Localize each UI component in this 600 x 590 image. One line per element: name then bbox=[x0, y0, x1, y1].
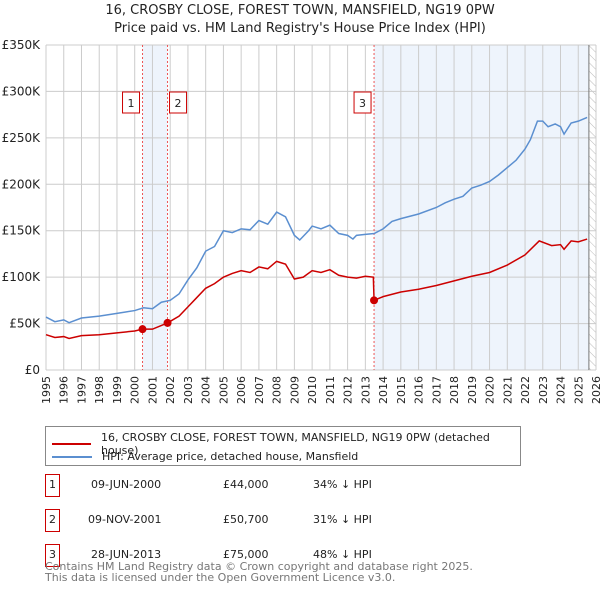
y-tick-label: £250K bbox=[2, 131, 42, 145]
legend: 16, CROSBY CLOSE, FOREST TOWN, MANSFIELD… bbox=[45, 426, 521, 466]
sale-row: 3 28-JUN-2013 £75,000 48% ↓ HPI bbox=[45, 544, 445, 568]
x-tick-label: 2022 bbox=[519, 376, 532, 404]
x-tick-label: 2001 bbox=[146, 376, 159, 404]
x-tick-label: 2002 bbox=[164, 376, 177, 404]
x-tick-label: 2006 bbox=[235, 376, 248, 404]
x-tick-label: 2017 bbox=[430, 376, 443, 404]
x-tick-label: 1997 bbox=[75, 376, 88, 404]
x-tick-label: 2014 bbox=[377, 376, 390, 404]
footer-copyright: Contains HM Land Registry data © Crown c… bbox=[45, 560, 473, 573]
x-tick-label: 2000 bbox=[129, 376, 142, 404]
x-tick-label: 2013 bbox=[359, 376, 372, 404]
sale-price: £50,700 bbox=[223, 513, 269, 526]
legend-item-property: 16, CROSBY CLOSE, FOREST TOWN, MANSFIELD… bbox=[52, 431, 520, 457]
sale-hpi-diff: 48% ↓ HPI bbox=[313, 548, 372, 561]
sale-number-label: 3 bbox=[359, 97, 366, 110]
x-tick-label: 2010 bbox=[306, 376, 319, 404]
shaded-range bbox=[142, 45, 168, 370]
sale-number-box: 3 bbox=[45, 544, 60, 567]
sale-row: 2 09-NOV-2001 £50,700 31% ↓ HPI bbox=[45, 509, 445, 533]
x-tick-label: 2023 bbox=[537, 376, 550, 404]
sale-row: 1 09-JUN-2000 £44,000 34% ↓ HPI bbox=[45, 474, 445, 498]
y-tick-label: £300K bbox=[2, 84, 42, 98]
sale-number-box: 2 bbox=[45, 509, 60, 532]
shaded-range bbox=[374, 45, 589, 370]
sale-date: 09-NOV-2001 bbox=[88, 513, 162, 526]
sale-price: £44,000 bbox=[223, 478, 269, 491]
x-tick-label: 2021 bbox=[501, 376, 514, 404]
chart-plot: 1995 1996 1997 1998 1999 2000 2001 2002 2003 2004… bbox=[2, 38, 600, 404]
sale-point bbox=[138, 325, 147, 334]
x-tick-label: 1996 bbox=[58, 376, 71, 404]
x-tick-label: 2009 bbox=[288, 376, 301, 404]
x-tick-label: 2007 bbox=[253, 376, 266, 404]
legend-item-hpi: HPI: Average price, detached house, Mans… bbox=[52, 450, 358, 463]
x-tick-label: 2003 bbox=[182, 376, 195, 404]
y-tick-label: £200K bbox=[2, 177, 42, 191]
x-tick-label: 2018 bbox=[448, 376, 461, 404]
x-tick-label: 2011 bbox=[324, 376, 337, 404]
sale-hpi-diff: 34% ↓ HPI bbox=[313, 478, 372, 491]
x-tick-label: 2020 bbox=[484, 376, 497, 404]
x-tick-label: 1995 bbox=[40, 376, 53, 404]
x-tick-label: 2012 bbox=[342, 376, 355, 404]
x-tick-label: 2019 bbox=[466, 376, 479, 404]
x-tick-label: 2026 bbox=[590, 376, 600, 404]
sale-number-box bbox=[122, 91, 141, 114]
footer-licence: This data is licensed under the Open Gov… bbox=[45, 571, 396, 584]
x-tick-label: 2015 bbox=[395, 376, 408, 404]
x-tick-label: 2016 bbox=[413, 376, 426, 404]
sale-number-box bbox=[353, 91, 372, 114]
y-tick-label: £50K bbox=[9, 317, 41, 331]
chart-subtitle: Price paid vs. HM Land Registry's House … bbox=[114, 21, 486, 36]
blue-line-swatch bbox=[52, 455, 92, 458]
x-tick-label: 2025 bbox=[572, 376, 585, 404]
sale-number-label: 1 bbox=[128, 97, 135, 110]
y-tick-label: £350K bbox=[2, 38, 42, 52]
x-tick-label: 2008 bbox=[271, 376, 284, 404]
sale-date: 28-JUN-2013 bbox=[91, 548, 162, 561]
chart-title: 16, CROSBY CLOSE, FOREST TOWN, MANSFIELD… bbox=[105, 3, 495, 18]
y-tick-label: £100K bbox=[2, 270, 42, 284]
legend-label-hpi: HPI: Average price, detached house, Mans… bbox=[102, 450, 359, 463]
sale-date: 09-JUN-2000 bbox=[91, 478, 162, 491]
forecast-hatch bbox=[588, 45, 596, 370]
sale-number-box bbox=[169, 91, 188, 114]
sale-point bbox=[370, 296, 379, 305]
y-tick-label: £0 bbox=[25, 363, 40, 377]
y-tick-label: £150K bbox=[2, 224, 42, 238]
x-tick-label: 2004 bbox=[200, 376, 213, 404]
x-tick-label: 2024 bbox=[555, 376, 568, 404]
x-tick-label: 1998 bbox=[93, 376, 106, 404]
sale-number-box: 1 bbox=[45, 474, 60, 497]
sale-price: £75,000 bbox=[223, 548, 269, 561]
sale-number-label: 2 bbox=[175, 97, 182, 110]
x-tick-label: 1999 bbox=[111, 376, 124, 404]
sale-hpi-diff: 31% ↓ HPI bbox=[313, 513, 372, 526]
sale-point bbox=[163, 318, 172, 327]
legend-label-property: 16, CROSBY CLOSE, FOREST TOWN, MANSFIELD… bbox=[101, 431, 490, 457]
hpi-series-line bbox=[45, 116, 588, 324]
red-line-swatch bbox=[52, 443, 91, 445]
x-tick-label: 2005 bbox=[217, 376, 230, 404]
